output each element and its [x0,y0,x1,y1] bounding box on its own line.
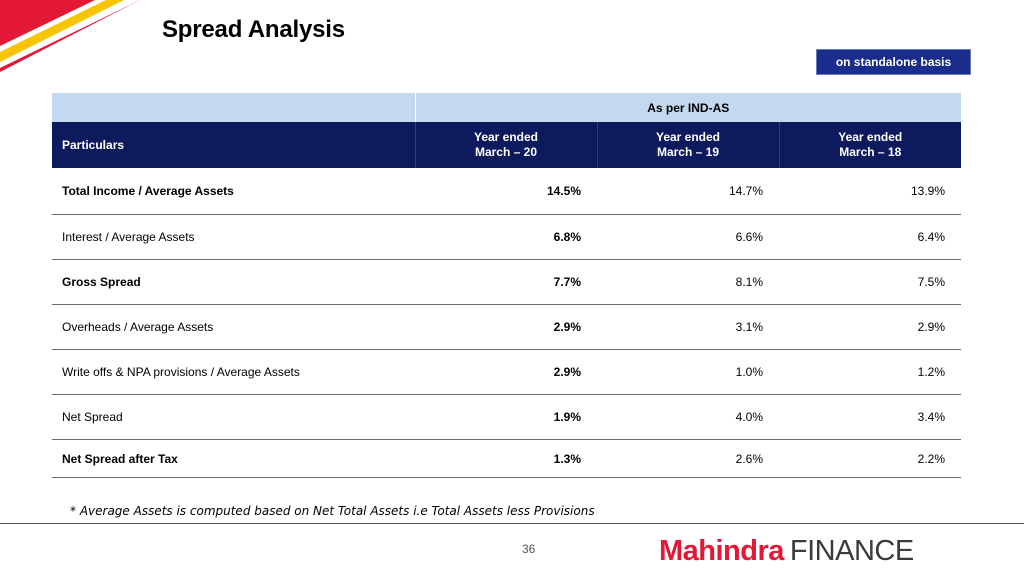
table-row: Interest / Average Assets 6.8% 6.6% 6.4% [52,214,962,260]
band-empty-cell [52,93,415,122]
column-header-march-18: Year ended March – 18 [778,122,962,168]
column-header-line2: March – 19 [656,145,720,159]
column-header-march-20: Year ended March – 20 [414,122,597,168]
value-march-18: 6.4% [779,214,962,260]
row-label: Interest / Average Assets [52,214,415,260]
value-march-18: 2.2% [779,439,962,478]
value-march-18: 3.4% [779,394,962,440]
column-header-line1: Year ended [655,130,721,144]
table-row: Write offs & NPA provisions / Average As… [52,349,962,395]
table-row: Net Spread 1.9% 4.0% 3.4% [52,394,962,440]
value-march-18: 13.9% [779,168,962,215]
value-march-19: 14.7% [597,168,779,215]
corner-red-band [0,0,140,72]
row-label: Write offs & NPA provisions / Average As… [52,349,415,395]
value-march-20: 6.8% [415,214,597,260]
column-header-line1: Year ended [838,130,903,144]
standalone-basis-badge: on standalone basis [816,49,971,75]
value-march-19: 1.0% [597,349,779,395]
value-march-20: 1.9% [415,394,597,440]
value-march-19: 8.1% [597,259,779,305]
value-march-20: 2.9% [415,349,597,395]
row-label: Net Spread [52,394,415,440]
column-header-line2: March – 18 [839,145,902,159]
value-march-20: 14.5% [415,168,597,215]
particulars-header: Particulars [52,122,415,168]
header-row: Particulars Year ended March – 20 Year en… [52,122,962,168]
value-march-20: 2.9% [415,304,597,350]
table-row: Net Spread after Tax 1.3% 2.6% 2.2% [52,439,962,478]
mahindra-finance-logo: Mahindra FINANCE [659,534,914,568]
row-label: Net Spread after Tax [52,439,415,478]
page-title: Spread Analysis [162,16,345,43]
value-march-19: 2.6% [597,439,779,478]
logo-word: FINANCE [789,534,914,567]
value-march-18: 1.2% [779,349,962,395]
row-label: Total Income / Average Assets [52,168,415,215]
value-march-19: 4.0% [597,394,779,440]
page-number: 36 [522,542,536,556]
column-header-march-19: Year ended March – 19 [596,122,779,168]
value-march-19: 3.1% [597,304,779,350]
value-march-19: 6.6% [597,214,779,260]
corner-yellow-stripe [0,0,124,62]
table-row: Overheads / Average Assets 2.9% 3.1% 2.9… [52,304,962,350]
ind-as-band-row: As per IND-AS [52,93,962,122]
corner-white-stripe [0,0,140,68]
column-header-line2: March – 20 [474,145,538,159]
value-march-18: 2.9% [779,304,962,350]
column-header-line1: Year ended [473,130,539,144]
ind-as-band-label: As per IND-AS [414,93,962,122]
corner-decoration [0,0,140,72]
logo-brand: Mahindra [659,534,784,567]
row-label: Gross Spread [52,259,415,305]
row-label: Overheads / Average Assets [52,304,415,350]
table-row: Total Income / Average Assets 14.5% 14.7… [52,168,962,215]
spread-analysis-table: As per IND-AS Particulars Year ended Marc… [52,93,962,478]
value-march-20: 1.3% [415,439,597,478]
value-march-18: 7.5% [779,259,962,305]
footnote: * Average Assets is computed based on Ne… [70,504,595,518]
footer-divider [0,523,1024,524]
table-row: Gross Spread 7.7% 8.1% 7.5% [52,259,962,305]
value-march-20: 7.7% [415,259,597,305]
